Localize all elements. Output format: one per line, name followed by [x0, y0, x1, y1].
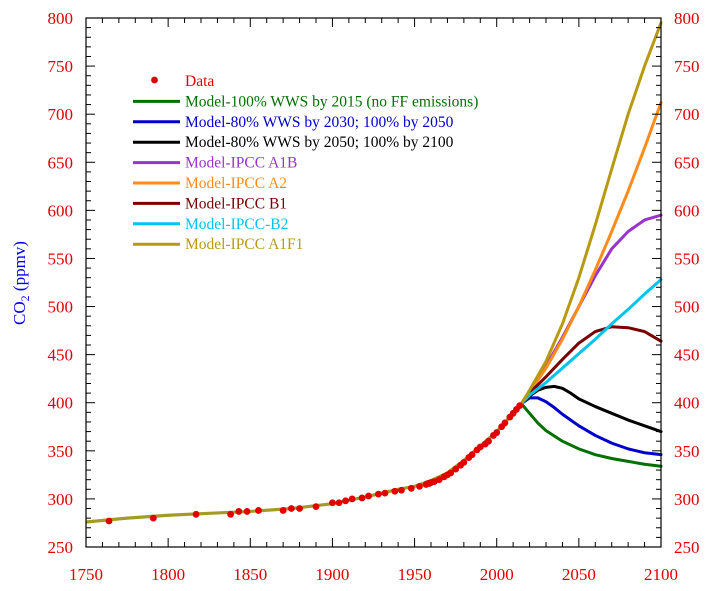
data-point: [348, 495, 356, 503]
series-line-1: [519, 402, 663, 468]
x-tick-label: 2050: [562, 565, 596, 584]
x-tick-label: 1850: [233, 565, 267, 584]
y-tick-label-left: 350: [48, 442, 74, 461]
y-tick-label-left: 800: [48, 9, 74, 28]
data-point: [358, 494, 366, 502]
x-tick-label: 1950: [398, 565, 432, 584]
data-point: [407, 484, 415, 492]
x-tick-label: 2100: [644, 565, 678, 584]
x-tick-labels: 1750 1800 1850 1900 1950 2000 2050 2100: [69, 565, 678, 584]
plot-frame: [85, 17, 662, 548]
y-tick-label-right: 350: [674, 442, 700, 461]
data-point: [279, 507, 287, 514]
data-point: [235, 508, 243, 515]
y-axis-label: CO2 (ppmv): [10, 241, 32, 325]
legend-label-5: Model-IPCC A2: [185, 175, 287, 192]
y-tick-label-right: 800: [674, 9, 700, 28]
series-line-2: [519, 396, 663, 457]
data-point: [227, 510, 234, 518]
data-point: [516, 402, 524, 410]
y-tick-label-right: 400: [674, 394, 700, 413]
data-point: [287, 505, 295, 512]
y-tick-label-right: 250: [674, 538, 700, 557]
axis-ticks: [85, 17, 662, 548]
y-tick-label-right: 450: [674, 346, 700, 365]
legend-label-data: Data: [185, 73, 214, 90]
data-point: [391, 487, 399, 495]
y-tick-label-right: 500: [674, 298, 700, 317]
y-axis-label-co: CO: [10, 301, 29, 325]
y-tick-label-left: 700: [48, 105, 74, 124]
data-point: [476, 443, 484, 451]
data-point: [243, 508, 251, 515]
series-line-3: [519, 384, 663, 434]
data-point: [501, 419, 509, 427]
data-point: [255, 507, 262, 514]
y-axis-label-subscript: 2: [18, 295, 32, 301]
y-tick-label-right: 650: [674, 153, 700, 172]
y-tick-label-left: 400: [48, 394, 74, 413]
y-tick-label-right: 600: [674, 201, 700, 220]
legend-label-3: Model-80% WWS by 2050; 100% by 2100: [185, 134, 454, 151]
legend-label-7: Model-IPCC-B2: [185, 216, 288, 233]
series-line-5: [519, 101, 663, 406]
x-tick-label: 1750: [69, 565, 103, 584]
data-point: [312, 503, 320, 511]
x-tick-label: 1900: [315, 565, 349, 584]
history-line: [85, 402, 523, 524]
y-tick-label-right: 300: [674, 490, 700, 509]
data-point: [416, 483, 423, 490]
data-point: [192, 510, 200, 518]
y-tick-label-left: 450: [48, 346, 74, 365]
data-point: [296, 505, 303, 512]
data-points: [105, 402, 524, 525]
data-point: [335, 499, 343, 507]
data-point: [460, 458, 468, 466]
data-point: [468, 451, 476, 459]
legend: Data Model-100% WWS by 2015 (no FF emissi…: [133, 73, 478, 253]
y-tick-label-left: 600: [48, 201, 74, 220]
y-tick-label-left: 250: [48, 538, 74, 557]
data-point: [493, 429, 501, 436]
y-axis-label-units: (ppmv): [10, 241, 29, 295]
y-tick-label-left: 300: [48, 490, 74, 509]
y-tick-labels-right: 250 300 350 400 450 500 550 600 650 700 750 800: [674, 9, 700, 557]
data-point: [452, 465, 460, 473]
legend-marker-data: [151, 76, 158, 84]
y-tick-label-right: 550: [674, 249, 700, 268]
y-tick-label-left: 550: [48, 249, 74, 268]
legend-label-6: Model-IPCC B1: [185, 195, 287, 212]
y-tick-labels-left: 250 300 350 400 450 500 550 600 650 700 750 800: [48, 9, 74, 557]
data-point: [375, 490, 382, 498]
data-point: [365, 492, 372, 500]
series-line-6: [519, 325, 663, 406]
series-line-7: [519, 278, 663, 406]
y-tick-label-left: 650: [48, 153, 74, 172]
data-point: [149, 514, 157, 522]
y-tick-label-right: 700: [674, 105, 700, 124]
data-point: [342, 497, 349, 505]
data-point: [435, 476, 443, 484]
x-tick-label: 2000: [480, 565, 514, 584]
data-point: [105, 517, 113, 525]
y-tick-label-left: 750: [48, 57, 74, 76]
data-point: [381, 489, 389, 497]
legend-label-2: Model-80% WWS by 2030; 100% by 2050: [185, 114, 454, 131]
y-tick-label-left: 500: [48, 298, 74, 317]
series-line-8: [519, 21, 663, 406]
data-point: [447, 469, 455, 477]
data-point: [329, 499, 336, 507]
y-tick-label-right: 750: [674, 57, 700, 76]
legend-label-1: Model-100% WWS by 2015 (no FF emissions): [185, 93, 478, 110]
legend-label-8: Model-IPCC A1F1: [185, 236, 303, 253]
legend-label-4: Model-IPCC A1B: [185, 155, 297, 172]
data-point: [485, 437, 492, 445]
x-tick-label: 1800: [151, 565, 185, 584]
data-point: [398, 486, 405, 494]
